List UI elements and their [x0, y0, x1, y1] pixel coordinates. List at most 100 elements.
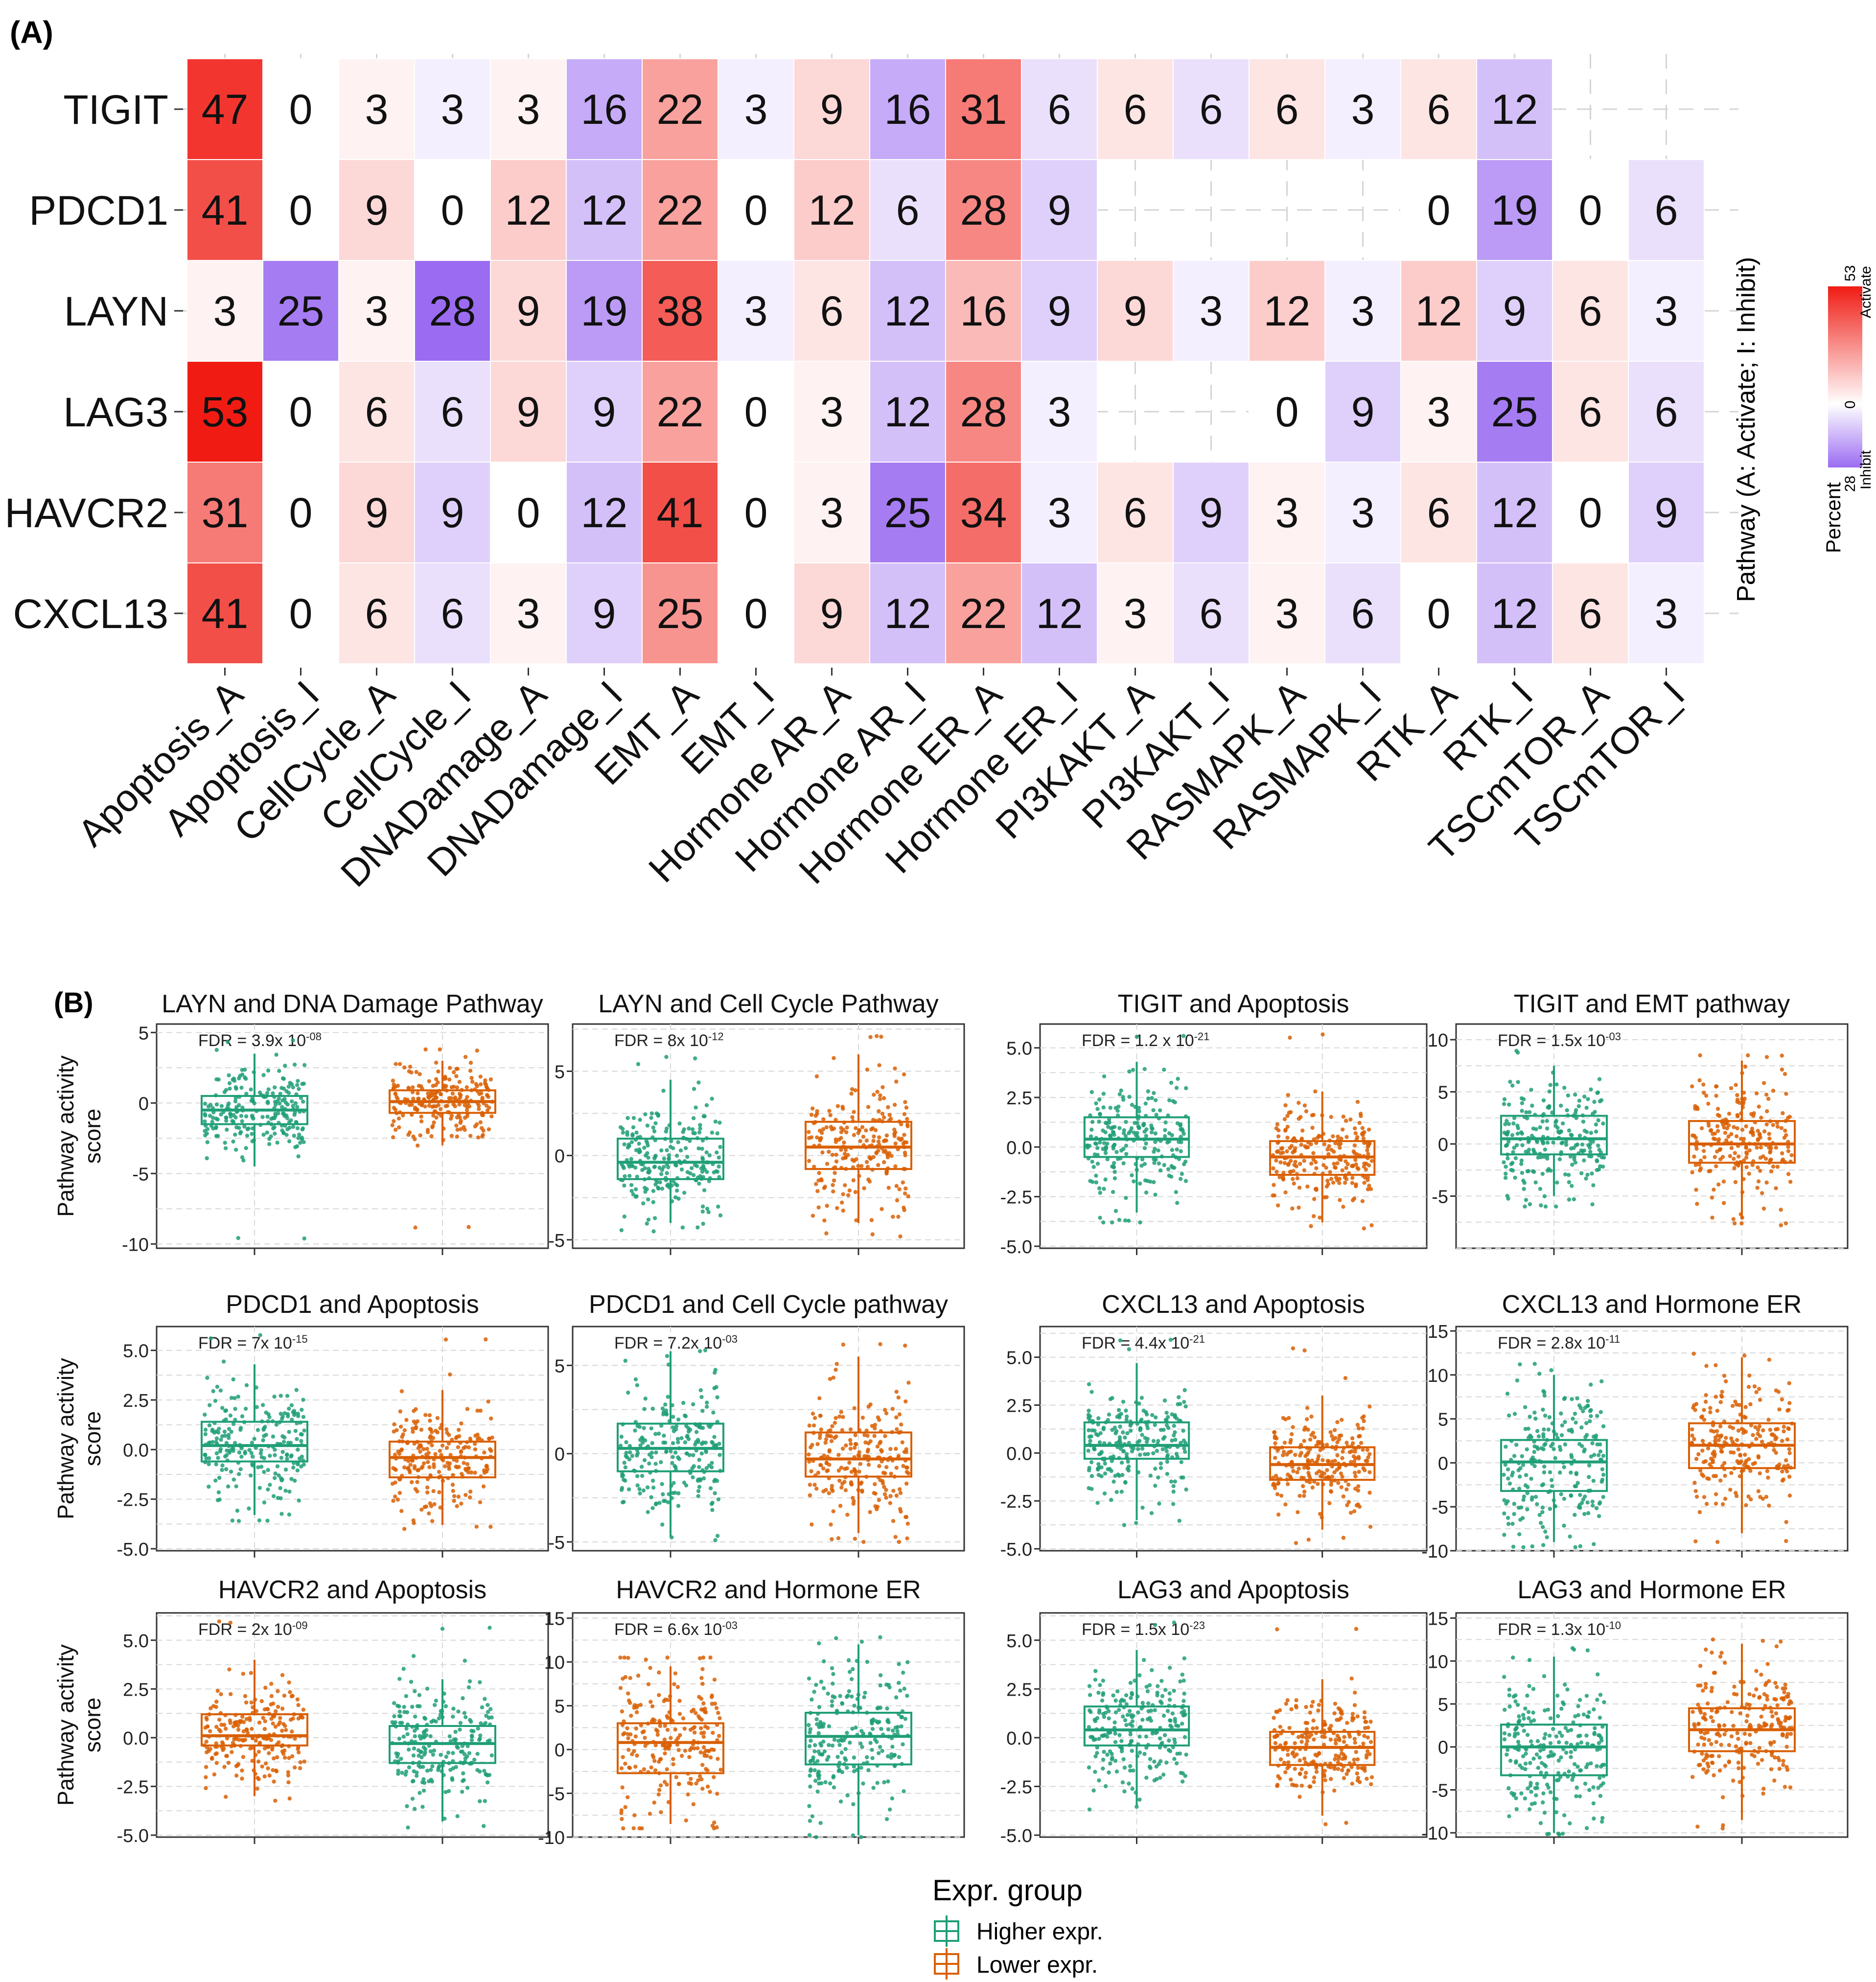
heatmap-row-label: PDCD1	[29, 187, 168, 233]
boxplot-point	[707, 1153, 712, 1158]
boxplot-point	[1693, 1489, 1698, 1493]
boxplot-point	[1152, 1091, 1156, 1096]
boxplot-ylabel: score	[80, 1411, 105, 1466]
boxplot-point	[301, 1099, 305, 1104]
boxplot-point	[1511, 1544, 1516, 1549]
boxplot-point	[1591, 1478, 1596, 1483]
boxplot-point	[1277, 1175, 1282, 1179]
boxplot-point	[1692, 1134, 1697, 1138]
boxplot-point	[463, 1103, 467, 1108]
boxplot-point	[1512, 1116, 1517, 1120]
boxplot-point	[1337, 1181, 1342, 1186]
boxplot-point	[1118, 1424, 1122, 1429]
boxplot-point	[1144, 1440, 1149, 1444]
boxplot-point	[1510, 1473, 1514, 1478]
boxplot-point	[1135, 1034, 1139, 1039]
boxplot-point	[412, 1807, 417, 1811]
boxplot-point	[292, 1765, 297, 1770]
boxplot-point	[1787, 1474, 1792, 1479]
boxplot-point	[1719, 1393, 1724, 1398]
boxplot-point	[480, 1134, 485, 1139]
boxplot-point	[226, 1103, 230, 1108]
boxplot-point	[1755, 1145, 1759, 1150]
boxplot-point	[621, 1130, 625, 1135]
heatmap-cell-value: 0	[289, 490, 313, 536]
boxplot-point	[429, 1768, 433, 1772]
boxplot-point	[1691, 1352, 1696, 1356]
boxplot-point	[625, 1795, 630, 1799]
boxplot-point	[1121, 1449, 1126, 1453]
boxplot-point	[1720, 1502, 1725, 1507]
boxplot-point	[1523, 1427, 1528, 1431]
boxplot-point	[884, 1133, 889, 1138]
boxplot-point	[250, 1726, 254, 1731]
boxplot-point	[234, 1105, 239, 1109]
boxplot-point	[1299, 1143, 1303, 1147]
boxplot-point	[1350, 1436, 1355, 1441]
boxplot-point	[249, 1473, 253, 1478]
boxplot-point	[1101, 1220, 1106, 1225]
boxplot-point	[410, 1426, 415, 1431]
boxplot-point	[871, 1155, 876, 1159]
boxplot-point	[1181, 1034, 1186, 1038]
boxplot-point	[1758, 1471, 1762, 1476]
boxplot-point	[262, 1456, 266, 1461]
heatmap-cell	[869, 260, 946, 362]
boxplot-point	[285, 1452, 289, 1457]
boxplot-point	[1114, 1429, 1119, 1433]
boxplot-point	[665, 1727, 670, 1732]
boxplot-point	[905, 1521, 910, 1526]
boxplot-point	[287, 1139, 292, 1143]
boxplot-point	[1715, 1113, 1720, 1117]
boxplot-point	[903, 1343, 907, 1348]
boxplot-point	[479, 1091, 484, 1096]
boxplot-point	[1112, 1425, 1117, 1430]
boxplot-point	[1553, 1456, 1557, 1461]
boxplot-point	[834, 1416, 838, 1420]
boxplot-point	[214, 1436, 219, 1441]
boxplot-point	[281, 1440, 286, 1444]
boxplot-point	[1504, 1501, 1508, 1506]
boxplot-point	[1714, 1395, 1718, 1399]
boxplot-point	[1276, 1512, 1281, 1517]
boxplot-point	[1600, 1165, 1605, 1169]
heatmap-cell	[1476, 361, 1553, 463]
boxplot-point	[474, 1524, 479, 1529]
boxplot-point	[1780, 1053, 1784, 1058]
boxplot-point	[1761, 1428, 1765, 1433]
boxplot-point	[650, 1506, 655, 1510]
boxplot-point	[895, 1427, 899, 1432]
boxplot-point	[1112, 1169, 1117, 1174]
boxplot-point	[223, 1409, 228, 1413]
boxplot-point	[1510, 1161, 1515, 1165]
boxplot-point	[1524, 1198, 1529, 1202]
boxplot-ytick-label: 2.5	[1006, 1396, 1032, 1416]
boxplot-point	[1555, 1180, 1559, 1185]
boxplot-point	[897, 1412, 902, 1417]
boxplot-point	[1169, 1164, 1174, 1168]
heatmap-cell-value: 6	[365, 389, 389, 436]
boxplot-point	[1757, 1104, 1761, 1109]
boxplot-point	[218, 1729, 223, 1733]
boxplot-point	[633, 1428, 637, 1433]
boxplot-point	[1094, 1180, 1099, 1185]
boxplot-point	[472, 1757, 477, 1762]
boxplot-point	[1764, 1093, 1769, 1097]
boxplot-point	[1174, 1451, 1179, 1456]
boxplot-point	[839, 1466, 844, 1470]
boxplot-point	[445, 1461, 450, 1465]
boxplot-point	[903, 1515, 908, 1519]
boxplot-point	[416, 1468, 420, 1472]
boxplot-point	[1302, 1348, 1307, 1352]
boxplot-point	[1367, 1183, 1371, 1188]
boxplot-point	[809, 1445, 813, 1449]
boxplot-point	[827, 1491, 832, 1495]
boxplot-point	[700, 1409, 705, 1413]
boxplot-point	[1291, 1469, 1296, 1473]
boxplot-point	[293, 1411, 297, 1416]
boxplot-point	[903, 1191, 907, 1196]
boxplot-ytick-label: 5.0	[1006, 1039, 1032, 1059]
boxplot-point	[395, 1703, 400, 1708]
boxplot-point	[631, 1125, 636, 1130]
boxplot-point	[458, 1721, 463, 1725]
